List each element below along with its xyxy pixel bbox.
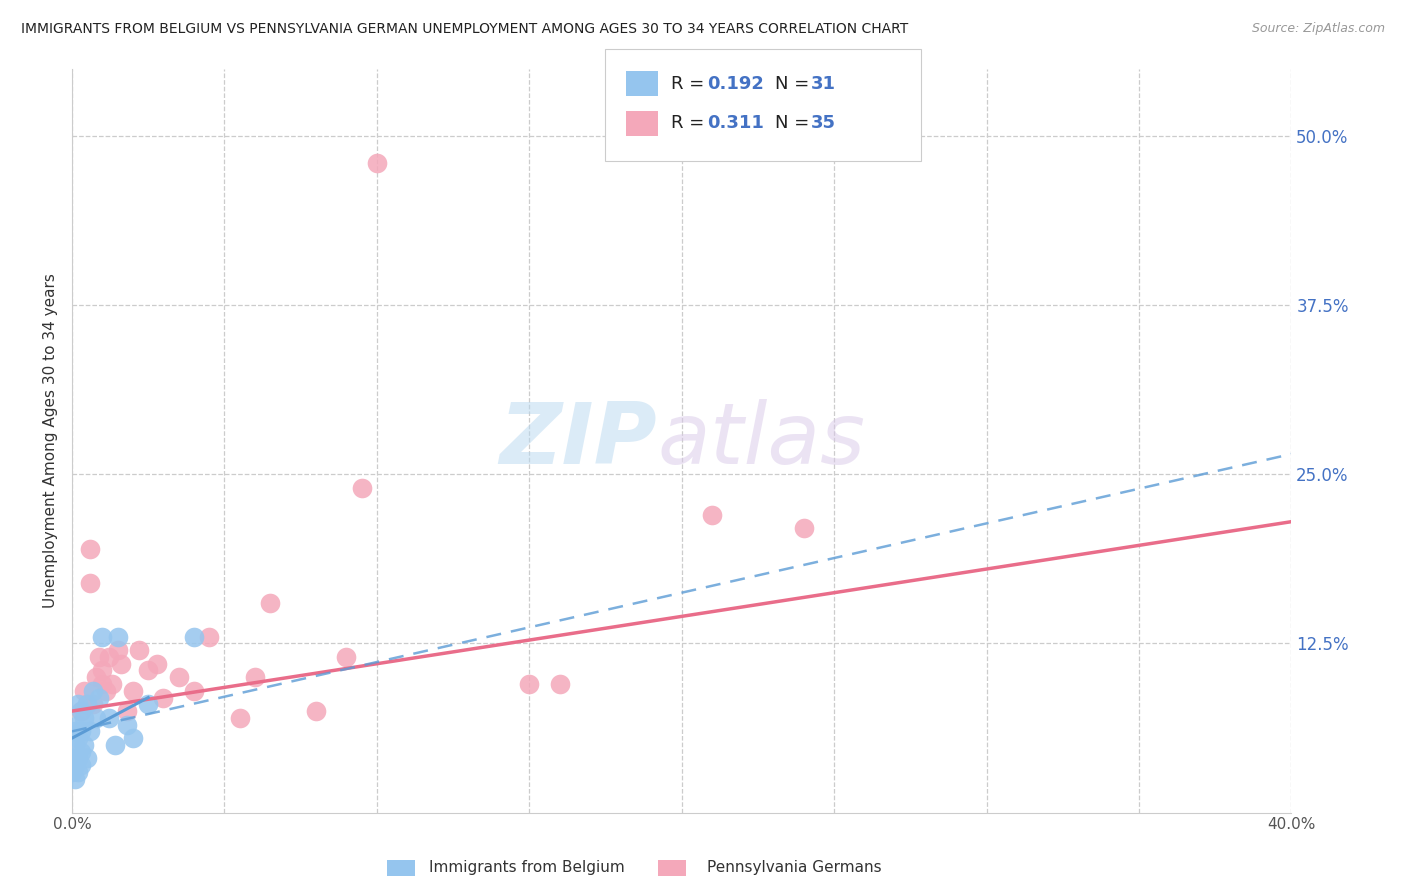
Point (67, 698, 90, 712)
Point (198, 630, 221, 644)
Point (67, 717, 90, 731)
Point (60, 751, 83, 765)
Text: R =: R = (671, 75, 710, 93)
Point (97, 711, 120, 725)
Point (86, 670, 108, 684)
Point (136, 664, 159, 678)
Text: N =: N = (775, 75, 814, 93)
Point (517, 677, 540, 691)
Point (107, 643, 129, 657)
Point (63, 738, 86, 752)
Point (70, 724, 93, 739)
Point (82, 698, 104, 712)
Point (91, 677, 114, 691)
Text: ZIP: ZIP (499, 399, 657, 482)
Point (79, 724, 101, 739)
Text: Immigrants from Belgium: Immigrants from Belgium (429, 861, 626, 875)
Text: Pennsylvania Germans: Pennsylvania Germans (707, 861, 882, 875)
Point (73, 711, 96, 725)
Point (104, 738, 127, 752)
Text: 0.192: 0.192 (707, 75, 763, 93)
Point (136, 698, 159, 712)
Point (89, 690, 111, 705)
Point (67, 764, 90, 779)
Point (86, 711, 108, 725)
Point (76, 751, 98, 765)
Point (63, 772, 86, 786)
Point (73, 683, 96, 698)
Text: 31: 31 (811, 75, 837, 93)
Point (243, 670, 266, 684)
Point (67, 751, 90, 765)
Point (67, 731, 90, 746)
Point (122, 683, 145, 698)
Text: N =: N = (775, 114, 814, 132)
Point (73, 738, 96, 752)
Point (70, 745, 93, 759)
Point (110, 657, 132, 671)
Point (91, 664, 114, 678)
Point (305, 704, 328, 718)
Point (350, 481, 373, 495)
Point (183, 630, 205, 644)
Text: 35: 35 (811, 114, 837, 132)
Point (82, 683, 104, 698)
Point (79, 575, 101, 590)
Point (548, 677, 571, 691)
Point (183, 683, 205, 698)
Point (122, 731, 145, 746)
Point (702, 508, 724, 522)
Point (259, 596, 281, 610)
Point (128, 643, 150, 657)
Point (76, 698, 98, 712)
Point (152, 690, 174, 705)
Text: IMMIGRANTS FROM BELGIUM VS PENNSYLVANIA GERMAN UNEMPLOYMENT AMONG AGES 30 TO 34 : IMMIGRANTS FROM BELGIUM VS PENNSYLVANIA … (21, 22, 908, 37)
Point (89, 650, 111, 665)
Text: R =: R = (671, 114, 710, 132)
Point (91, 630, 114, 644)
Point (115, 717, 138, 731)
Text: atlas: atlas (657, 399, 865, 482)
Y-axis label: Unemployment Among Ages 30 to 34 years: Unemployment Among Ages 30 to 34 years (44, 273, 58, 608)
Point (146, 657, 169, 671)
Point (100, 677, 122, 691)
Point (366, 156, 388, 170)
Point (115, 704, 138, 718)
Point (335, 650, 357, 665)
Point (60, 764, 83, 779)
Point (76, 698, 98, 712)
Point (70, 704, 93, 718)
Point (94, 683, 117, 698)
Point (79, 541, 101, 556)
Point (793, 521, 815, 535)
Point (63, 758, 86, 772)
Point (107, 630, 129, 644)
Point (63, 724, 86, 739)
Text: 0.311: 0.311 (707, 114, 763, 132)
Point (70, 758, 93, 772)
Point (228, 711, 250, 725)
Point (167, 670, 190, 684)
Text: Source: ZipAtlas.com: Source: ZipAtlas.com (1251, 22, 1385, 36)
Point (70, 704, 93, 718)
Point (97, 650, 120, 665)
